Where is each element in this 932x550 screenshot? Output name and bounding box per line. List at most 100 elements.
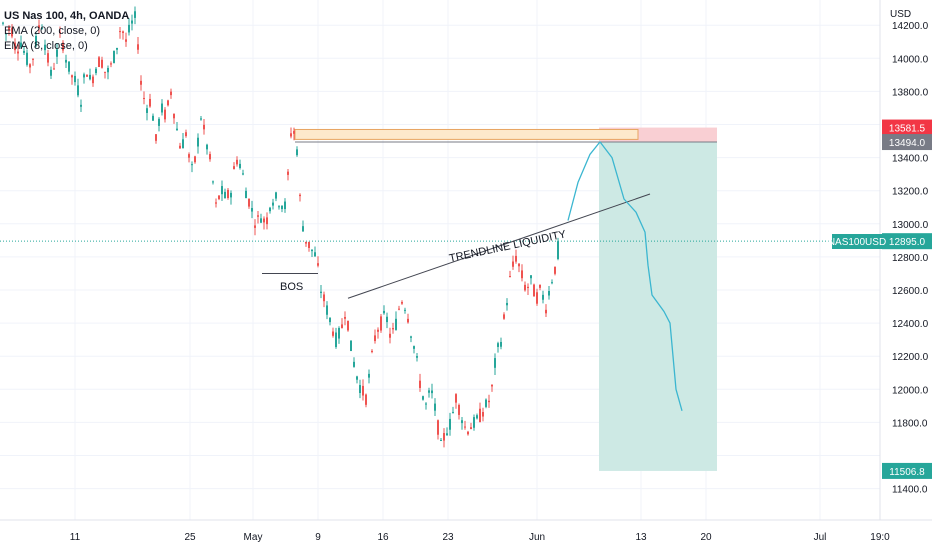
candle-down (143, 97, 145, 99)
candle-up (338, 328, 340, 339)
price-tag-label: 13494.0 (889, 138, 926, 149)
candle-down (290, 133, 292, 137)
candle-down (17, 51, 19, 54)
candle-up (425, 403, 427, 405)
symbol-title[interactable]: US Nas 100, 4h, OANDA (4, 10, 130, 22)
candle-down (248, 198, 250, 207)
candle-up (431, 390, 433, 394)
price-tick-label: 13200.0 (892, 187, 929, 198)
candle-up (131, 20, 133, 24)
candle-up (95, 68, 97, 74)
candle-up (89, 74, 91, 80)
candle-down (308, 241, 310, 248)
candle-down (317, 263, 319, 266)
time-tick-label: May (244, 532, 263, 543)
candle-down (533, 284, 535, 297)
price-tick-label: 12000.0 (892, 385, 929, 396)
time-tick-label: Jun (529, 532, 545, 543)
candle-up (2, 22, 4, 24)
candle-up (35, 36, 37, 46)
candle-up (77, 85, 79, 96)
candle-down (122, 31, 124, 33)
candle-down (149, 98, 151, 107)
candle-up (461, 420, 463, 424)
candle-up (320, 291, 322, 293)
candle-up (242, 173, 244, 175)
candle-up (5, 33, 7, 35)
symbol-tag[interactable]: NAS100USD (828, 234, 886, 249)
candle-up (404, 309, 406, 311)
candle-down (125, 39, 127, 42)
trendline-label[interactable]: TRENDLINE LIQUIDITY (448, 228, 568, 265)
time-axis[interactable]: 11 25 May 9 16 23 Jun 13 20 Jul 19:0 (0, 519, 932, 543)
candle-up (74, 75, 76, 83)
candle-down (203, 124, 205, 130)
candle-up (182, 139, 184, 149)
drawing-layer[interactable] (262, 141, 683, 411)
candle-down (59, 32, 61, 34)
target-zone (599, 142, 717, 471)
candle-down (437, 420, 439, 435)
candle-up (239, 163, 241, 169)
candle-up (329, 317, 331, 323)
candlestick-series (2, 6, 559, 448)
candle-down (365, 394, 367, 405)
projection-path (567, 141, 683, 411)
candle-down (377, 329, 379, 332)
candle-up (353, 361, 355, 367)
candle-down (14, 42, 16, 51)
candle-up (272, 202, 274, 206)
candle-down (137, 44, 139, 50)
candle-up (302, 226, 304, 232)
candle-up (83, 74, 85, 78)
candle-down (71, 75, 73, 78)
candle-down (458, 404, 460, 415)
candle-down (11, 27, 13, 37)
candle-down (539, 284, 541, 288)
candle-up (410, 336, 412, 338)
candle-up (446, 433, 448, 436)
candle-down (491, 384, 493, 387)
candle-down (332, 331, 334, 336)
candle-down (254, 225, 256, 228)
candle-down (371, 350, 373, 352)
candle-down (236, 159, 238, 165)
time-tick-label: 25 (184, 532, 196, 543)
candle-down (398, 308, 400, 310)
candle-up (251, 208, 253, 212)
candle-down (110, 63, 112, 65)
candle-up (428, 390, 430, 393)
price-tag (882, 462, 932, 479)
candle-up (146, 108, 148, 113)
candle-down (380, 316, 382, 331)
candle-up (422, 396, 424, 400)
candle-down (521, 270, 523, 279)
price-tick-label: 14200.0 (892, 21, 929, 32)
price-axis[interactable]: USD 14200.0 14000.0 13800.0 13400.0 13200.0 1… (879, 0, 932, 520)
bos-label[interactable]: BOS (280, 281, 303, 293)
candle-up (449, 418, 451, 430)
candle-down (482, 412, 484, 417)
candle-down (32, 58, 34, 60)
candle-up (191, 164, 193, 166)
price-tag-label: 11506.8 (889, 467, 925, 478)
candle-down (305, 241, 307, 244)
candle-down (179, 145, 181, 149)
candle-up (548, 291, 550, 296)
candle-down (257, 215, 259, 217)
candle-down (173, 113, 175, 119)
ema-200-label[interactable]: EMA (200, close, 0) (4, 25, 100, 37)
candle-down (104, 71, 106, 73)
candle-down (545, 309, 547, 314)
ema-8-label[interactable]: EMA (8, close, 0) (4, 40, 88, 52)
candle-down (101, 59, 103, 68)
candle-up (245, 190, 247, 199)
candle-down (401, 302, 403, 304)
candle-up (383, 310, 385, 314)
candle-down (287, 171, 289, 175)
chart-legend: US Nas 100, 4h, OANDA EMA (200, close, 0… (4, 9, 129, 54)
candle-down (443, 433, 445, 441)
candle-down (29, 64, 31, 68)
candle-down (98, 57, 100, 68)
